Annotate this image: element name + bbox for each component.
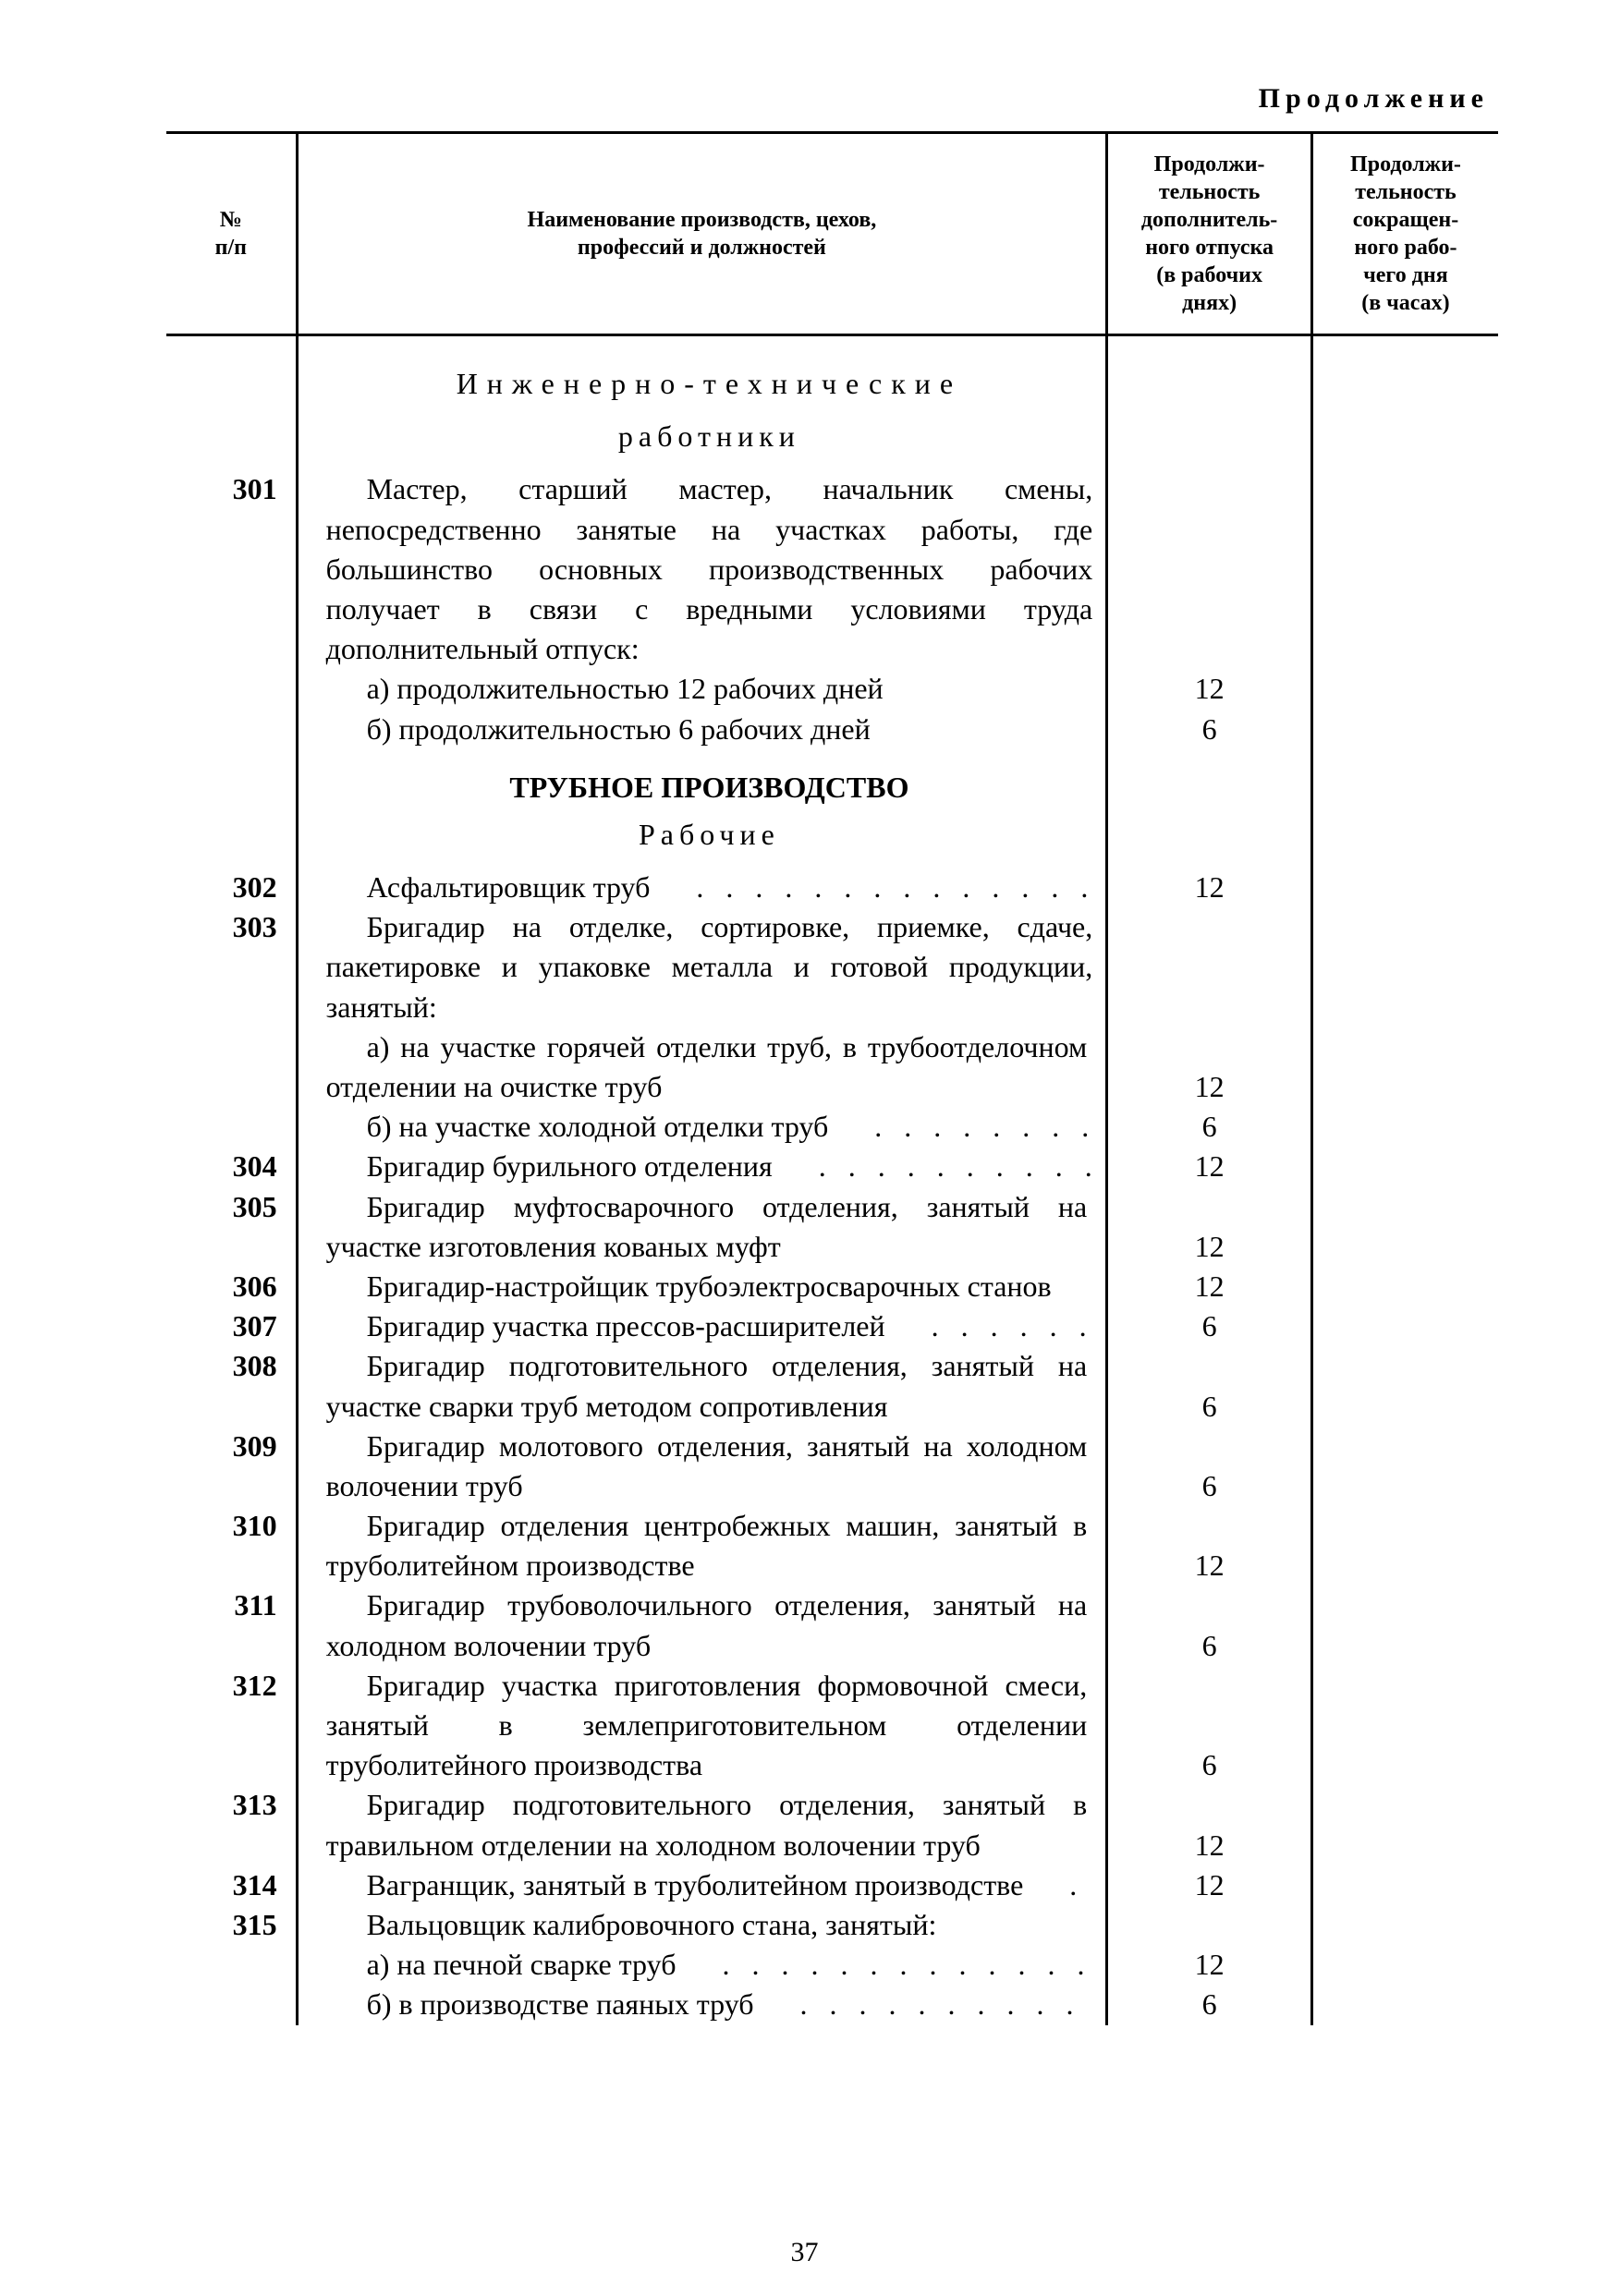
row-sub-a: а) продолжительностью 12 рабочих дней (326, 669, 1093, 709)
row-text: Вагранщик, занятый в труболитейном произ… (326, 1865, 1093, 1905)
table-row: 312 Бригадир участка приготовления формо… (166, 1666, 1498, 1786)
table-row: 301 Мастер, старший мастер, начальник см… (166, 469, 1498, 669)
row-text: Бригадир подготовительного отделения, за… (326, 1785, 1093, 1865)
row-number: 306 (166, 1267, 297, 1306)
table-row: 303 Бригадир на отделке, сортировке, при… (166, 907, 1498, 1027)
table-row: 309 Бригадир молотового отделения, занят… (166, 1427, 1498, 1506)
row-number: 308 (166, 1346, 297, 1426)
main-table: № п/п Наименование производств, цехов, п… (166, 131, 1498, 2025)
section-heading-2: ТРУБНОЕ ПРОИЗВОДСТВО (326, 749, 1093, 815)
table-row: 308 Бригадир подготовительного отделения… (166, 1346, 1498, 1426)
row-text: Бригадир участка приготовления формовочн… (326, 1666, 1093, 1786)
row-value: 6 (1107, 1585, 1312, 1665)
row-text: Бригадир подготовительного отделения, за… (326, 1346, 1093, 1426)
row-value: 6 (1107, 1107, 1312, 1147)
row-value: 6 (1107, 1306, 1312, 1346)
col-header-number: № п/п (166, 133, 297, 335)
row-number: 309 (166, 1427, 297, 1506)
row-text: Бригадир муфтосварочного отделения, заня… (326, 1187, 1093, 1267)
col-header-name: Наименование производств, цехов, професс… (297, 133, 1107, 335)
table-row: 315 Вальцовщик калибровочного стана, зан… (166, 1905, 1498, 1945)
section-heading-1b: работники (326, 417, 1093, 469)
row-sub-b: б) продолжительностью 6 рабочих дней (326, 710, 1093, 749)
table-body: Инженерно-технические работники 301 Маст… (166, 335, 1498, 2025)
row-text: Бригадир трубоволочильного отделения, за… (326, 1585, 1093, 1665)
row-text: Бригадир отделения центробежных машин, з… (326, 1506, 1093, 1585)
row-text: Бригадир участка прессов-расширителей (326, 1306, 1093, 1346)
row-value: 12 (1107, 868, 1312, 907)
section-heading-row: ТРУБНОЕ ПРОИЗВОДСТВО Рабочие (166, 749, 1498, 868)
row-value: 12 (1107, 1785, 1312, 1865)
table-header: № п/п Наименование производств, цехов, п… (166, 133, 1498, 335)
table-row: б) в производстве паяных труб 6 (166, 1985, 1498, 2024)
row-number: 315 (166, 1905, 297, 1945)
section-heading-row: Инженерно-технические работники (166, 335, 1498, 470)
row-value: 12 (1107, 1027, 1312, 1107)
row-value: 6 (1107, 710, 1312, 749)
row-number: 301 (166, 469, 297, 669)
table-row: б) на участке холодной отделки труб 6 (166, 1107, 1498, 1147)
row-value: 12 (1107, 1945, 1312, 1985)
table-row: 302 Асфальтировщик труб 12 (166, 868, 1498, 907)
row-number: 313 (166, 1785, 297, 1865)
row-number: 305 (166, 1187, 297, 1267)
table-row: 306 Бригадир-настройщик трубоэлектросвар… (166, 1267, 1498, 1306)
row-number: 303 (166, 907, 297, 1027)
table-row: 311 Бригадир трубоволочильного отделения… (166, 1585, 1498, 1665)
row-text: Бригадир бурильного отделения (326, 1147, 1093, 1186)
row-text: Бригадир на отделке, сортировке, приемке… (326, 907, 1093, 1027)
row-value: 6 (1107, 1427, 1312, 1506)
table-row: 307 Бригадир участка прессов-расширителе… (166, 1306, 1498, 1346)
section-heading-3: Рабочие (326, 815, 1093, 868)
table-row: 304 Бригадир бурильного отделения 12 (166, 1147, 1498, 1186)
row-text: Бригадир-настройщик трубоэлектросварочны… (326, 1267, 1093, 1306)
row-value: 6 (1107, 1985, 1312, 2024)
row-sub-a: а) на печной сварке труб (326, 1945, 1093, 1985)
table-row: а) на участке горячей отделки труб, в тр… (166, 1027, 1498, 1107)
table-row: 305 Бригадир муфтосварочного отделения, … (166, 1187, 1498, 1267)
document-page: Продолжение № п/п Наименование производс… (0, 0, 1609, 2296)
row-sub-a: а) на участке горячей отделки труб, в тр… (326, 1027, 1093, 1107)
row-number: 314 (166, 1865, 297, 1905)
row-value: 12 (1107, 1187, 1312, 1267)
row-text: Вальцовщик калибровочного стана, занятый… (326, 1905, 1093, 1945)
row-value: 12 (1107, 1147, 1312, 1186)
col-header-duration: Продолжи- тельность дополнитель- ного от… (1107, 133, 1312, 335)
row-value: 6 (1107, 1666, 1312, 1786)
row-value: 12 (1107, 669, 1312, 709)
row-text: Мастер, старший мастер, начальник смены,… (326, 469, 1093, 669)
section-heading-1a: Инженерно-технические (326, 336, 1093, 417)
row-text: Асфальтировщик труб (326, 868, 1093, 907)
row-number: 304 (166, 1147, 297, 1186)
continuation-label: Продолжение (166, 83, 1489, 115)
table-row: а) продолжительностью 12 рабочих дней 12 (166, 669, 1498, 709)
row-value: 6 (1107, 1346, 1312, 1426)
table-row: 314 Вагранщик, занятый в труболитейном п… (166, 1865, 1498, 1905)
row-number: 307 (166, 1306, 297, 1346)
row-sub-b: б) в производстве паяных труб (326, 1985, 1093, 2024)
row-number: 312 (166, 1666, 297, 1786)
col-header-shortday: Продолжи- тельность сокращен- ного рабо-… (1311, 133, 1498, 335)
row-number: 302 (166, 868, 297, 907)
row-sub-b: б) на участке холодной отделки труб (326, 1107, 1093, 1147)
table-row: б) продолжительностью 6 рабочих дней 6 (166, 710, 1498, 749)
row-number: 310 (166, 1506, 297, 1585)
row-text: Бригадир молотового отделения, занятый н… (326, 1427, 1093, 1506)
row-value: 12 (1107, 1506, 1312, 1585)
row-number: 311 (166, 1585, 297, 1665)
table-row: 310 Бригадир отделения центробежных маши… (166, 1506, 1498, 1585)
table-row: 313 Бригадир подготовительного отделения… (166, 1785, 1498, 1865)
table-row: а) на печной сварке труб 12 (166, 1945, 1498, 1985)
row-value: 12 (1107, 1865, 1312, 1905)
page-number: 37 (0, 2237, 1609, 2268)
row-value: 12 (1107, 1267, 1312, 1306)
